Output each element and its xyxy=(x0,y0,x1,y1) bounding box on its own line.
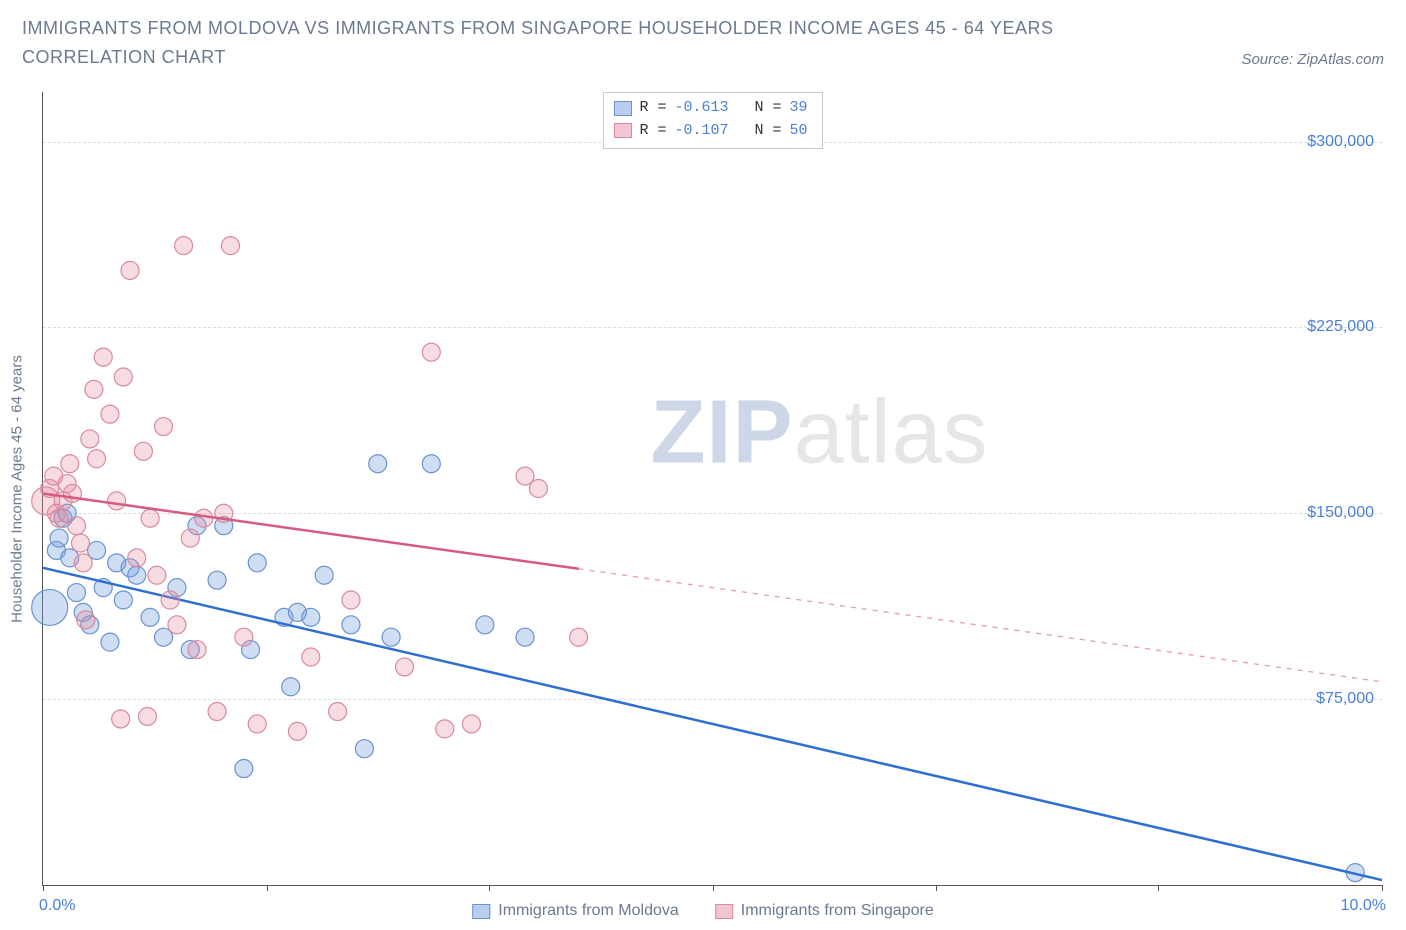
regression-line-solid xyxy=(43,568,1382,880)
x-axis-min-label: 0.0% xyxy=(39,897,75,915)
scatter-point xyxy=(85,380,103,398)
scatter-point xyxy=(50,529,68,547)
scatter-point xyxy=(148,566,166,584)
scatter-point xyxy=(462,715,480,733)
scatter-point xyxy=(570,628,588,646)
legend-swatch-0 xyxy=(613,101,631,116)
scatter-point xyxy=(476,616,494,634)
scatter-point xyxy=(112,710,130,728)
legend-label-1: Immigrants from Singapore xyxy=(741,902,934,920)
chart-plot-area: Householder Income Ages 45 - 64 years ZI… xyxy=(42,92,1382,886)
scatter-point xyxy=(67,584,85,602)
scatter-point xyxy=(288,722,306,740)
scatter-point xyxy=(32,589,68,625)
scatter-point xyxy=(114,591,132,609)
scatter-point xyxy=(188,641,206,659)
chart-header: IMMIGRANTS FROM MOLDOVA VS IMMIGRANTS FR… xyxy=(0,0,1406,72)
scatter-point xyxy=(138,707,156,725)
scatter-point xyxy=(342,616,360,634)
scatter-point xyxy=(195,509,213,527)
scatter-point xyxy=(248,715,266,733)
scatter-point xyxy=(235,628,253,646)
scatter-point xyxy=(369,455,387,473)
scatter-point xyxy=(134,442,152,460)
scatter-point xyxy=(529,480,547,498)
n-value-1: 50 xyxy=(790,120,808,143)
scatter-point xyxy=(208,571,226,589)
legend-label-0: Immigrants from Moldova xyxy=(498,902,679,920)
legend-series: Immigrants from Moldova Immigrants from … xyxy=(472,902,933,920)
scatter-point xyxy=(128,549,146,567)
scatter-point xyxy=(141,509,159,527)
scatter-point xyxy=(382,628,400,646)
x-tick xyxy=(1382,885,1383,891)
scatter-point xyxy=(302,648,320,666)
legend-stats: R = -0.613 N = 39 R = -0.107 N = 50 xyxy=(602,92,822,149)
scatter-point xyxy=(128,566,146,584)
x-tick xyxy=(936,885,937,891)
scatter-point xyxy=(155,418,173,436)
scatter-svg xyxy=(43,92,1382,885)
scatter-point xyxy=(50,509,68,527)
scatter-point xyxy=(248,554,266,572)
scatter-point xyxy=(108,492,126,510)
legend-item-0: Immigrants from Moldova xyxy=(472,902,679,920)
regression-line-dashed xyxy=(579,569,1382,682)
source-label: Source: ZipAtlas.com xyxy=(1241,51,1384,68)
scatter-point xyxy=(161,591,179,609)
scatter-point xyxy=(67,517,85,535)
n-value-0: 39 xyxy=(790,97,808,120)
scatter-point xyxy=(81,430,99,448)
scatter-point xyxy=(74,554,92,572)
scatter-point xyxy=(175,237,193,255)
scatter-point xyxy=(235,760,253,778)
legend-swatch-1 xyxy=(613,123,631,138)
scatter-point xyxy=(208,703,226,721)
scatter-point xyxy=(422,455,440,473)
scatter-point xyxy=(101,633,119,651)
scatter-point xyxy=(329,703,347,721)
scatter-point xyxy=(77,611,95,629)
scatter-point xyxy=(342,591,360,609)
scatter-point xyxy=(141,608,159,626)
legend-stats-row-1: R = -0.107 N = 50 xyxy=(613,120,807,143)
scatter-point xyxy=(88,450,106,468)
x-tick xyxy=(489,885,490,891)
scatter-point xyxy=(94,348,112,366)
scatter-point xyxy=(302,608,320,626)
scatter-point xyxy=(282,678,300,696)
scatter-point xyxy=(436,720,454,738)
scatter-point xyxy=(63,484,81,502)
x-axis-max-label: 10.0% xyxy=(1341,897,1386,915)
legend-item-1: Immigrants from Singapore xyxy=(715,902,934,920)
legend-stats-row-0: R = -0.613 N = 39 xyxy=(613,97,807,120)
scatter-point xyxy=(516,628,534,646)
scatter-point xyxy=(121,261,139,279)
r-value-1: -0.107 xyxy=(674,120,728,143)
scatter-point xyxy=(181,529,199,547)
x-tick xyxy=(1158,885,1159,891)
scatter-point xyxy=(168,616,186,634)
scatter-point xyxy=(114,368,132,386)
scatter-point xyxy=(315,566,333,584)
legend-swatch-bottom-1 xyxy=(715,904,733,919)
r-value-0: -0.613 xyxy=(674,97,728,120)
chart-title: IMMIGRANTS FROM MOLDOVA VS IMMIGRANTS FR… xyxy=(22,14,1122,72)
scatter-point xyxy=(71,534,89,552)
scatter-point xyxy=(221,237,239,255)
legend-swatch-bottom-0 xyxy=(472,904,490,919)
x-tick xyxy=(713,885,714,891)
scatter-point xyxy=(396,658,414,676)
x-tick xyxy=(43,885,44,891)
y-axis-title: Householder Income Ages 45 - 64 years xyxy=(9,355,26,623)
scatter-point xyxy=(355,740,373,758)
scatter-point xyxy=(61,455,79,473)
x-tick xyxy=(267,885,268,891)
scatter-point xyxy=(101,405,119,423)
scatter-point xyxy=(422,343,440,361)
